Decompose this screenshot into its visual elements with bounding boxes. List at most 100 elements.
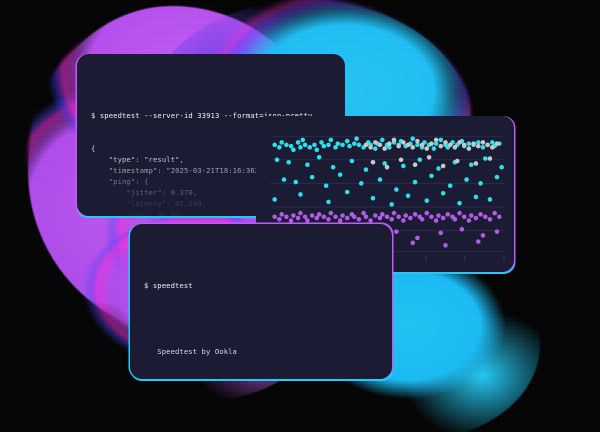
data-point [337, 218, 343, 223]
data-point [412, 162, 418, 168]
data-point [387, 141, 392, 146]
data-point [410, 145, 416, 150]
data-point [314, 147, 320, 153]
data-point [284, 142, 289, 148]
data-point [443, 140, 448, 145]
data-point [316, 154, 322, 160]
terminal-window-summary[interactable]: $ speedtest Speedtest by Ookla Server: A… [130, 224, 392, 379]
data-point [440, 163, 446, 169]
terminal-summary-prompt: $ speedtest [144, 281, 193, 290]
speedtest-heading: Speedtest by Ookla [144, 347, 237, 356]
data-point [405, 142, 411, 148]
terminal-json-prompt: $ speedtest --server-id 33913 --format=j… [91, 111, 313, 120]
data-point [419, 142, 425, 148]
data-point [433, 141, 439, 146]
data-point [356, 216, 362, 222]
data-point [288, 143, 294, 149]
data-point [445, 212, 451, 217]
data-point [272, 142, 277, 148]
data-point [377, 177, 383, 182]
data-point [389, 216, 394, 222]
data-point [485, 142, 490, 148]
data-point [492, 210, 497, 216]
data-point [480, 233, 486, 238]
data-point [319, 140, 324, 145]
data-point [475, 239, 481, 244]
data-point [370, 195, 376, 201]
data-point [363, 214, 369, 220]
data-point [281, 177, 287, 182]
data-point [394, 187, 399, 192]
data-point [274, 157, 280, 163]
data-point [473, 194, 479, 200]
data-point [487, 216, 493, 222]
data-point [408, 215, 413, 221]
terminal-summary-body: $ speedtest Speedtest by Ookla Server: A… [130, 246, 392, 379]
data-point [302, 214, 308, 220]
data-point [461, 214, 467, 220]
data-point [286, 159, 292, 165]
data-point [309, 213, 315, 218]
data-point [412, 212, 418, 217]
data-point [323, 183, 329, 189]
data-point [475, 140, 481, 145]
data-point [277, 145, 282, 150]
data-point [272, 214, 277, 220]
data-point [480, 140, 486, 145]
data-point [368, 145, 373, 150]
data-point [466, 146, 472, 151]
data-point [363, 167, 369, 172]
data-point [370, 159, 376, 165]
data-point [443, 243, 448, 248]
data-point [405, 193, 411, 199]
data-point [335, 141, 341, 146]
data-point [316, 212, 322, 217]
data-point [298, 210, 303, 216]
data-point [328, 137, 334, 143]
data-point [305, 218, 310, 223]
data-point [438, 143, 444, 149]
data-point [401, 218, 406, 223]
series-latency [363, 137, 500, 170]
data-point [382, 146, 387, 151]
data-point [358, 181, 364, 186]
data-point [330, 164, 336, 170]
data-point [454, 158, 460, 164]
data-point [272, 197, 277, 202]
data-point [326, 216, 331, 222]
data-point [401, 163, 406, 169]
data-point [499, 164, 504, 170]
data-point [487, 156, 493, 161]
data-point [309, 174, 315, 180]
data-point [321, 214, 327, 220]
data-point [328, 210, 334, 216]
data-point [302, 142, 308, 148]
data-point [377, 142, 383, 148]
data-point [401, 140, 406, 145]
data-point [307, 145, 313, 150]
data-point [373, 146, 378, 151]
data-point [398, 157, 404, 163]
data-point [410, 136, 416, 141]
data-point [396, 214, 401, 220]
data-point [497, 214, 502, 220]
data-point [466, 141, 472, 146]
data-point [384, 214, 390, 220]
data-point [312, 142, 317, 148]
data-point [361, 210, 366, 216]
data-point [494, 174, 500, 180]
data-point [415, 142, 420, 148]
data-point [344, 138, 350, 144]
data-point [295, 215, 301, 221]
data-point [494, 229, 500, 234]
data-point [373, 140, 378, 145]
data-point [475, 143, 481, 149]
data-point [298, 192, 303, 197]
data-point [457, 200, 462, 206]
data-point [440, 215, 446, 221]
data-point [464, 177, 469, 182]
data-point [387, 145, 392, 150]
data-point [380, 212, 385, 217]
data-point [466, 218, 472, 223]
data-point [347, 143, 352, 149]
